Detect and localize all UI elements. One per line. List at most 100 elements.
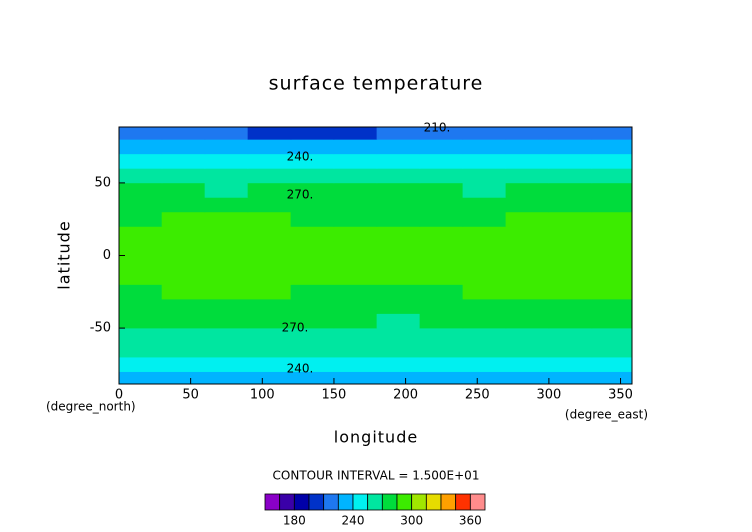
contour-cell [505, 269, 550, 285]
contour-cell [247, 153, 292, 169]
contour-cell [376, 342, 421, 358]
contour-cell [161, 127, 206, 140]
contour-cell [161, 153, 206, 169]
contour-cell [204, 255, 249, 271]
contour-cell [204, 342, 249, 358]
contour-cell [462, 197, 507, 213]
contour-cell [548, 342, 593, 358]
contour-cell [376, 240, 421, 256]
contour-cell [419, 139, 464, 155]
colorbar-tick-label: 300 [400, 514, 423, 528]
contour-cell [419, 168, 464, 184]
contour-cell [462, 240, 507, 256]
contour-cell [204, 226, 249, 242]
contour-cell [290, 197, 335, 213]
y-unit: (degree_north) [46, 400, 136, 414]
contour-cell [119, 197, 163, 213]
contour-cell [505, 197, 550, 213]
y-axis-label: latitude [55, 220, 74, 289]
contour-cell [462, 168, 507, 184]
contour-cell [462, 298, 507, 314]
contour-cell [119, 168, 163, 184]
contour-cell [119, 127, 163, 140]
contour-cell [591, 226, 632, 242]
contour-cell [290, 226, 335, 242]
contour-cell [548, 182, 593, 198]
contour-cell [548, 298, 593, 314]
contour-cell [333, 356, 378, 372]
contour-cell [462, 226, 507, 242]
contour-cell [204, 269, 249, 285]
contour-cell [376, 313, 421, 329]
contour-cell [591, 127, 632, 140]
contour-cell [290, 240, 335, 256]
y-tick-label: 50 [94, 175, 111, 190]
contour-cell [247, 371, 292, 384]
contour-cell [419, 342, 464, 358]
contour-cell [333, 127, 378, 140]
contour-cell [548, 371, 593, 384]
contour-cell [548, 240, 593, 256]
contour-cell [161, 298, 206, 314]
contour-cell [548, 313, 593, 329]
contour-cell [119, 371, 163, 384]
contour-cell [333, 240, 378, 256]
contour-cell [161, 168, 206, 184]
contour-cell [505, 255, 550, 271]
contour-cell [119, 182, 163, 198]
contour-cell [119, 356, 163, 372]
colorbar-box [264, 493, 281, 511]
contour-cell [591, 139, 632, 155]
contour-cell [333, 168, 378, 184]
contour-cell [333, 211, 378, 227]
contour-cell [204, 284, 249, 300]
colorbar-box [396, 493, 413, 511]
contour-cell [247, 313, 292, 329]
contour-cell [419, 255, 464, 271]
contour-cell [119, 240, 163, 256]
contour-cell [161, 182, 206, 198]
contour-cell [290, 284, 335, 300]
contour-cell [119, 327, 163, 343]
contour-cell [290, 342, 335, 358]
contour-interval: CONTOUR INTERVAL = 1.500E+01 [273, 469, 480, 483]
contour-cell [419, 356, 464, 372]
contour-cell [290, 371, 335, 384]
colorbar-box [411, 493, 427, 511]
contour-cell [204, 153, 249, 169]
contour-cell [548, 211, 593, 227]
contour-cell [419, 182, 464, 198]
contour-cell [548, 153, 593, 169]
x-tick-label: 0 [115, 388, 123, 403]
contour-cell [376, 168, 421, 184]
contour-cell [247, 269, 292, 285]
contour-cell [376, 255, 421, 271]
colorbar-box [440, 493, 457, 511]
contour-cell [591, 298, 632, 314]
y-tick-label: -50 [90, 321, 111, 336]
contour-cell [333, 313, 378, 329]
x-tick-label: 50 [182, 388, 199, 403]
contour-cell [419, 226, 464, 242]
contour-cell [290, 127, 335, 140]
contour-cell [333, 298, 378, 314]
contour-cell [333, 327, 378, 343]
contour-cell [376, 298, 421, 314]
contour-label: 210. [424, 121, 451, 135]
contour-cell [333, 371, 378, 384]
contour-cell [591, 342, 632, 358]
contour-cell [376, 226, 421, 242]
contour-cell [548, 327, 593, 343]
colorbar-box [469, 493, 486, 511]
contour-cell [376, 327, 421, 343]
contour-cell [247, 197, 292, 213]
contour-cell [462, 269, 507, 285]
contour-cell [247, 298, 292, 314]
contour-cell [161, 226, 206, 242]
contour-cell [119, 255, 163, 271]
contour-cell [376, 197, 421, 213]
contour-cell [419, 313, 464, 329]
colorbar-box [455, 493, 471, 511]
contour-cell [419, 153, 464, 169]
